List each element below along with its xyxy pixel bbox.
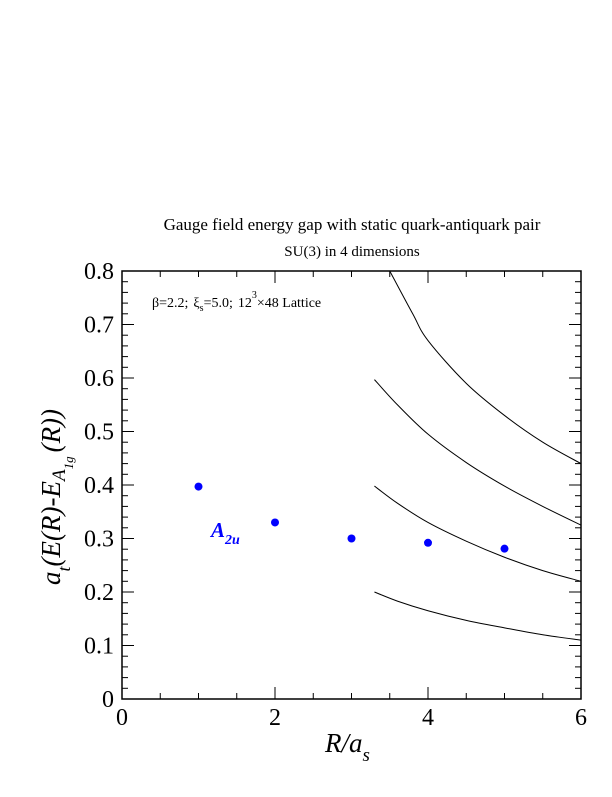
chart-title: Gauge field energy gap with static quark… bbox=[164, 215, 541, 234]
chart-subtitle: SU(3) in 4 dimensions bbox=[284, 244, 420, 260]
theory-curve-1 bbox=[374, 591, 582, 641]
plot-frame bbox=[121, 270, 582, 700]
y-tick-label: 0.4 bbox=[84, 473, 114, 499]
theory-curve-3 bbox=[374, 379, 582, 526]
theory-curves bbox=[374, 270, 582, 641]
y-tick-label: 0.3 bbox=[84, 527, 114, 553]
x-tick-label: 0 bbox=[116, 705, 128, 731]
x-axis-label: R/as bbox=[324, 728, 370, 766]
theory-curve-2 bbox=[374, 485, 582, 582]
lattice-annotation: β=2.2; ξs=5.0; 123×48 Lattice bbox=[152, 290, 321, 314]
y-tick-label: 0.8 bbox=[84, 259, 114, 285]
data-point-a2u bbox=[347, 534, 356, 543]
y-tick-label: 0.1 bbox=[84, 634, 114, 660]
x-tick-label: 2 bbox=[269, 705, 281, 731]
y-tick-label: 0.6 bbox=[84, 366, 114, 392]
data-point-a2u bbox=[500, 544, 509, 553]
x-tick-label: 6 bbox=[575, 705, 587, 731]
y-tick-label: 0 bbox=[102, 687, 114, 713]
theory-curve-4 bbox=[389, 270, 582, 465]
y-tick-label: 0.7 bbox=[84, 313, 114, 339]
y-tick-label: 0.2 bbox=[84, 580, 114, 606]
data-point-a2u bbox=[271, 518, 279, 527]
y-axis-label: at(E(R)-EA1g(R)) bbox=[36, 409, 76, 585]
data-point-a2u bbox=[424, 538, 432, 547]
series-label-a2u: A2u bbox=[209, 518, 240, 548]
data-points bbox=[194, 482, 509, 553]
y-tick-label: 0.5 bbox=[84, 420, 114, 446]
axis-ticks: 0 2 4 6 0 0.1 0.2 0.3 0.4 0.5 0.6 0.7 0.8 bbox=[84, 259, 587, 731]
data-point-a2u bbox=[194, 482, 203, 491]
x-tick-label: 4 bbox=[422, 705, 434, 731]
